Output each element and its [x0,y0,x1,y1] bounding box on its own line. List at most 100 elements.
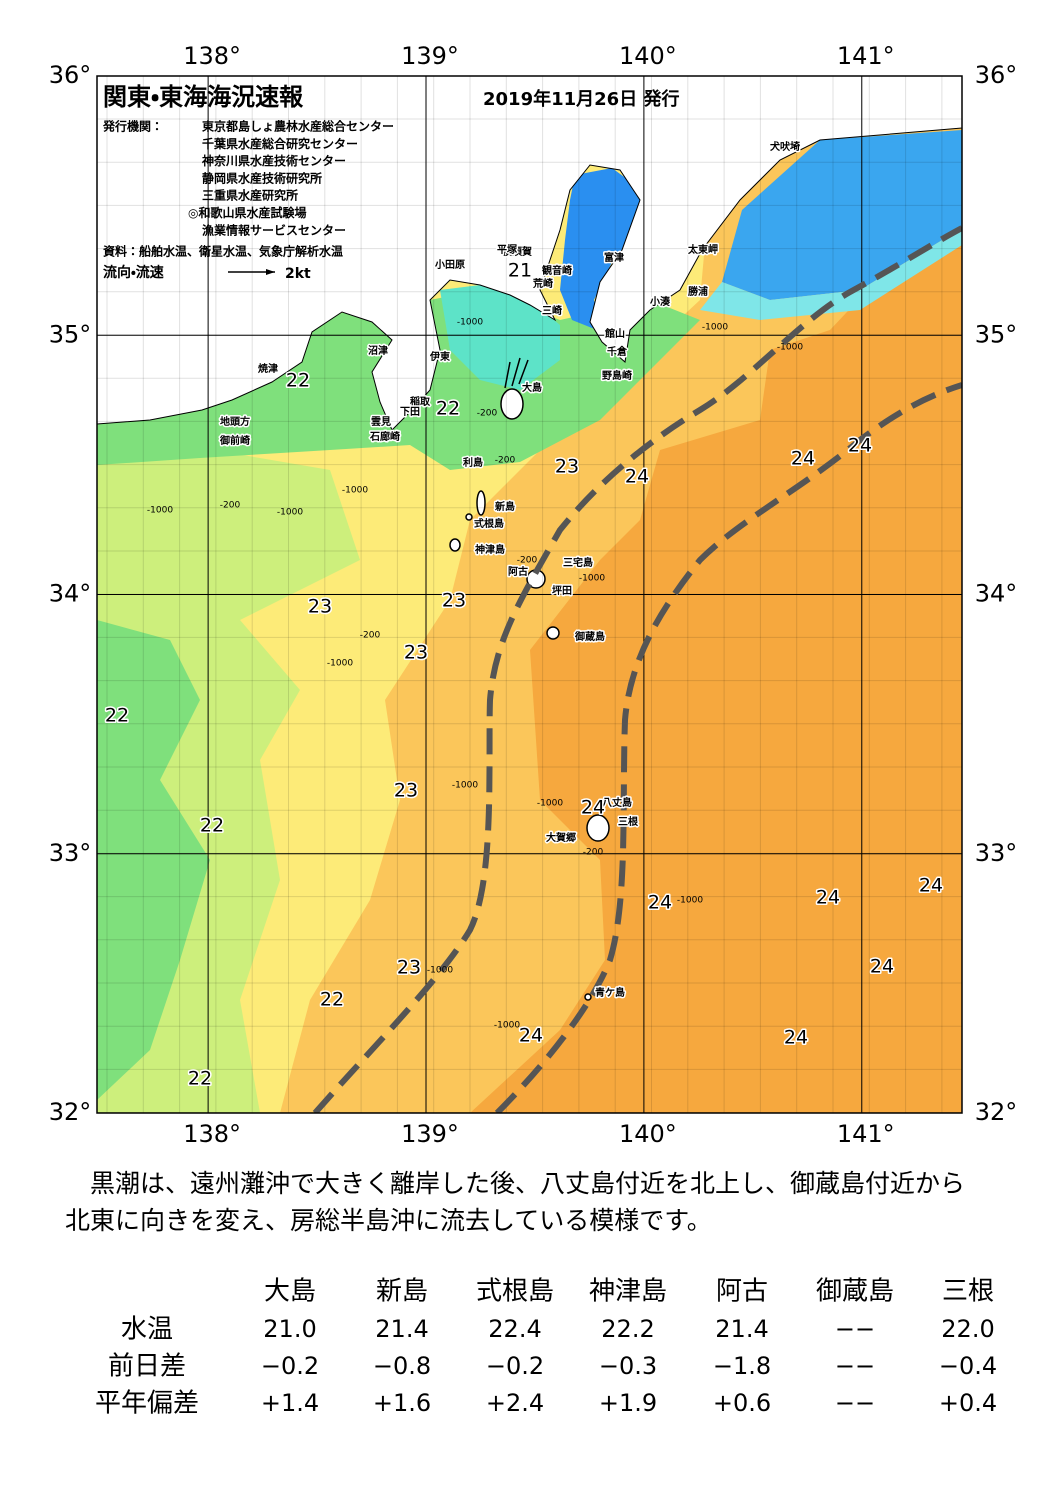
depth-label: -1000 [277,508,303,518]
place-name: 雲見 [371,416,391,428]
lon-tick-label: 138° [183,42,241,70]
temperature-label: 22 [105,705,129,727]
lat-tick-label: 33° [49,839,92,867]
place-name: 地頭方 [220,415,250,428]
island [476,490,486,516]
lon-tick-label: 140° [619,1120,677,1148]
table-row-label: 平年偏差 [95,1389,199,1419]
place-name: 太東岬 [687,243,718,256]
depth-label: -200 [495,456,516,466]
place-name: 石廊崎 [369,430,400,443]
table-cell: +0.4 [939,1389,997,1417]
table-cell: −0.2 [261,1352,319,1380]
issuer: 神奈川県水産技術センター [201,153,346,168]
table-row-label: 前日差 [108,1352,186,1382]
temperature-label: 22 [188,1068,212,1090]
place-name: 荒崎 [532,277,553,290]
depth-label: -1000 [327,659,353,669]
lon-tick-label: 141° [837,42,895,70]
table-cell: −0.3 [599,1352,657,1380]
lat-tick-label: 32° [49,1098,92,1126]
lon-tick-label: 139° [401,42,459,70]
lat-tick-label: 32° [975,1098,1018,1126]
island [586,814,610,842]
table-header: 大島 [264,1277,316,1307]
place-name: 八丈島 [602,796,632,809]
island [584,993,592,1001]
place-name: 焼津 [258,362,278,375]
temperature-label: 24 [648,892,672,914]
summary-line: 黒潮は、遠州灘沖で大きく離岸した後、八丈島付近を北上し、御蔵島付近から [90,1169,965,1198]
depth-label: -1000 [494,1021,520,1031]
flow-arrow [518,359,529,385]
table-cell: 21.4 [375,1315,428,1343]
zone-blue [560,168,642,332]
summary-line: 北東に向きを変え、房総半島沖に流去している模様です。 [65,1206,712,1235]
depth-label: -1000 [677,896,703,906]
place-name: 犬吠埼 [770,140,800,153]
place-name: 稲取 [410,395,431,408]
temperature-label: 24 [848,435,872,457]
table-cell: −− [835,1389,875,1417]
temperature-label: 22 [286,370,310,392]
table-cell: −− [835,1352,875,1380]
temperature-label: 24 [919,875,943,897]
place-name: 大賀郷 [546,831,576,844]
lat-tick-label: 35° [975,320,1018,348]
issuer: 静岡県水産技術研究所 [202,170,322,185]
depth-label: -1000 [777,343,803,353]
depth-label: -1000 [537,799,563,809]
place-name: 坪田 [552,584,572,597]
labels: 138° 138° 139° 139° 140° 140° 141° 141° 36° 36° 35… [49,42,1018,1419]
depth-label: -1000 [457,318,483,328]
lon-tick-label: 141° [837,1120,895,1148]
temperature-label: 24 [519,1025,543,1047]
place-name: 利島 [463,456,483,469]
depth-label: -1000 [702,323,728,333]
zone-green [97,620,210,1100]
place-name: 御前崎 [219,434,250,447]
table-cell: −0.8 [373,1352,431,1380]
table-cell: 22.0 [941,1315,994,1343]
flow-scale-arrowhead [266,269,275,275]
lon-tick-label: 139° [401,1120,459,1148]
table-header: 御蔵島 [816,1277,894,1307]
issuer: ◎和歌山県水産試験場 [188,205,306,220]
table-cell: +1.6 [373,1389,431,1417]
place-name: 式根島 [474,517,504,530]
depth-label: -200 [477,409,498,419]
place-name: 千倉 [607,345,628,358]
depth-label: -1000 [427,966,453,976]
depth-label: -1000 [342,486,368,496]
place-name: 平塚 [497,243,518,256]
table-header: 阿古 [716,1277,768,1307]
table-header: 新島 [376,1277,428,1307]
temperature-label: 22 [436,398,460,420]
place-name: 大島 [522,381,542,394]
temperature-label: 24 [791,448,815,470]
islands [449,388,610,1001]
lat-tick-label: 34° [49,580,92,608]
place-name: 小湊 [649,295,671,308]
kuroshio-axis [494,382,962,1113]
table-cell: 21.0 [263,1315,316,1343]
place-name: 三根 [618,815,639,828]
lat-tick-label: 33° [975,839,1018,867]
land [97,76,962,431]
table-cell: 22.2 [601,1315,654,1343]
table-cell: −− [835,1315,875,1343]
temperature-label: 24 [625,466,649,488]
flow-arrows [504,357,529,389]
place-name: 小田原 [434,258,465,271]
depth-label: -1000 [579,574,605,584]
kuroshio-axis [312,225,962,1113]
table-cell: +2.4 [486,1389,544,1417]
sea-temperature-map [97,76,962,1113]
temperature-label: 23 [404,642,428,664]
place-name: 勝浦 [688,285,708,298]
place-name: 沼津 [368,344,388,357]
table-cell: +1.4 [261,1389,319,1417]
lat-tick-label: 36° [975,61,1018,89]
